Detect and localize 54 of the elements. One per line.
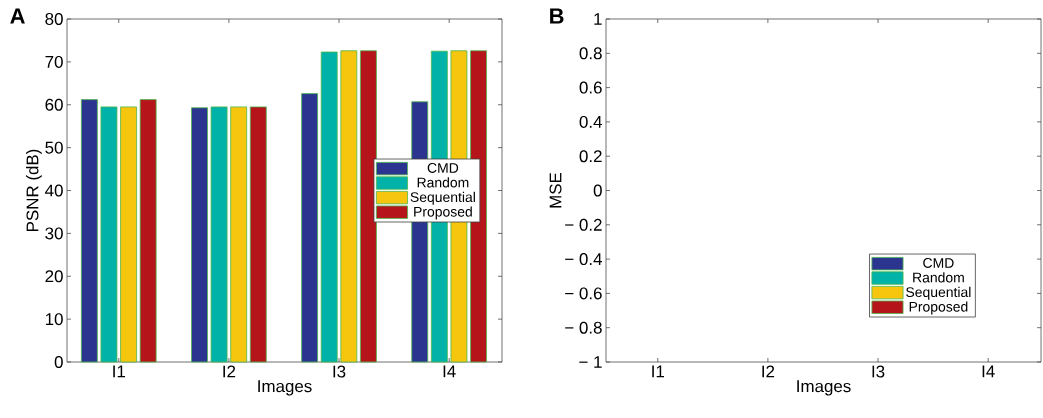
y-tick-label: 40 <box>45 184 63 197</box>
chart-title: A <box>10 8 25 24</box>
legend-label: Random <box>417 177 469 188</box>
x-tick-label: I1 <box>113 365 126 378</box>
y-tick-label: 20 <box>45 270 63 283</box>
x-tick-label: I1 <box>652 365 665 378</box>
x-tick-label: I3 <box>872 365 885 378</box>
y-tick-label: 0 <box>54 356 63 368</box>
bar <box>100 106 118 363</box>
x-tick-label: I2 <box>762 365 775 378</box>
bar <box>120 106 137 363</box>
y-tick-label: 80 <box>45 13 63 26</box>
bar <box>301 93 319 363</box>
legend-label: CMD <box>427 163 459 173</box>
y-tick-label: − 1 <box>579 356 602 368</box>
legend-label: Random <box>913 272 964 283</box>
x-tick-label: I4 <box>982 365 995 378</box>
bar <box>230 106 248 363</box>
y-tick-label: 0 <box>593 184 602 197</box>
y-tick-label: − 0.8 <box>565 321 602 334</box>
y-tick-label: − 0.2 <box>565 218 602 231</box>
legend-label: Proposed <box>414 206 472 220</box>
y-axis-title: MSE <box>549 172 562 208</box>
y-tick-label: 0.2 <box>579 150 602 163</box>
legend-label: Sequential <box>906 286 971 300</box>
bar <box>210 106 228 363</box>
legend-label: Sequential <box>410 191 475 205</box>
y-tick-label: 10 <box>45 313 63 326</box>
bar <box>249 106 267 363</box>
y-tick-label: 60 <box>45 98 63 111</box>
x-tick-label: I2 <box>223 365 236 378</box>
y-axis-title: PSNR (dB) <box>26 149 42 231</box>
x-tick-label: I4 <box>443 365 456 378</box>
x-axis-title: Images <box>258 380 312 396</box>
x-axis-title: Images <box>797 380 851 396</box>
legend-label: Proposed <box>909 301 968 315</box>
y-tick-label: 0.6 <box>579 81 602 94</box>
bar <box>139 99 157 363</box>
y-tick-label: 0.8 <box>579 47 602 60</box>
y-tick-label: 1 <box>594 13 602 25</box>
chart-title: B <box>550 8 564 24</box>
y-tick-label: 70 <box>45 55 63 68</box>
bar <box>80 99 98 363</box>
y-tick-label: − 0.6 <box>565 287 602 300</box>
x-tick-label: I3 <box>333 365 346 378</box>
legend-label: CMD <box>923 258 954 268</box>
y-tick-label: − 0.4 <box>565 253 602 266</box>
bar <box>360 50 377 363</box>
y-tick-label: 30 <box>45 227 63 240</box>
bar <box>320 51 338 363</box>
bar <box>191 107 208 363</box>
y-tick-label: 0.4 <box>579 115 602 128</box>
y-tick-label: 50 <box>45 141 63 154</box>
bar <box>340 50 358 363</box>
